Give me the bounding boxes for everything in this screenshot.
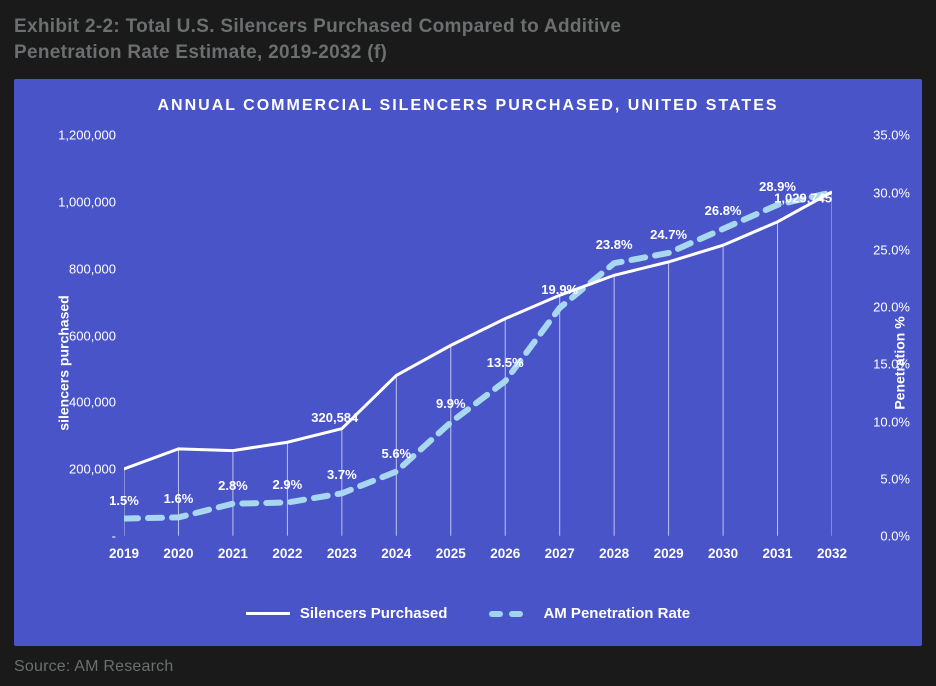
x-tick-label: 2021 <box>218 546 248 561</box>
y-right-ticks: 0.0%5.0%10.0%15.0%20.0%25.0%30.0%35.0% <box>830 135 910 536</box>
legend: Silencers Purchased AM Penetration Rate <box>14 605 922 622</box>
legend-label-dashed: AM Penetration Rate <box>543 605 690 622</box>
x-tick-label: 2020 <box>163 546 193 561</box>
y-left-tick-label: 200,000 <box>69 462 116 477</box>
data-label: 19.9% <box>541 282 578 297</box>
y-left-tick-label: 400,000 <box>69 395 116 410</box>
data-label: 1,029,745 <box>774 191 832 206</box>
x-tick-label: 2028 <box>599 546 629 561</box>
chart-area: ANNUAL COMMERCIAL SILENCERS PURCHASED, U… <box>14 79 922 646</box>
data-label: 320,584 <box>311 410 358 425</box>
data-label: 5.6% <box>381 446 411 461</box>
x-tick-label: 2026 <box>490 546 520 561</box>
exhibit-title-line2: Penetration Rate Estimate, 2019-2032 (f) <box>14 42 387 63</box>
x-tick-label: 2023 <box>327 546 357 561</box>
y-left-tick-label: 1,000,000 <box>58 195 116 210</box>
y-right-tick-label: 25.0% <box>873 242 910 257</box>
data-label: 26.8% <box>705 203 742 218</box>
data-label: 3.7% <box>327 467 357 482</box>
y-left-tick-label: 800,000 <box>69 261 116 276</box>
legend-item-penetration: AM Penetration Rate <box>489 605 690 622</box>
exhibit-title: Exhibit 2-2: Total U.S. Silencers Purcha… <box>14 14 922 65</box>
data-label: 24.7% <box>650 227 687 242</box>
y-right-tick-label: 30.0% <box>873 185 910 200</box>
y-right-tick-label: 5.0% <box>880 471 910 486</box>
legend-label-solid: Silencers Purchased <box>300 605 448 622</box>
x-tick-label: 2032 <box>817 546 847 561</box>
data-label: 1.5% <box>109 493 139 508</box>
y-right-tick-label: 35.0% <box>873 128 910 143</box>
x-ticks: 2019202020212022202320242025202620272028… <box>124 546 832 568</box>
x-tick-label: 2029 <box>654 546 684 561</box>
x-tick-label: 2025 <box>436 546 466 561</box>
x-tick-label: 2024 <box>381 546 411 561</box>
data-label: 23.8% <box>596 237 633 252</box>
y-left-ticks: -200,000400,000600,000800,0001,000,0001,… <box>36 135 116 536</box>
legend-swatch-solid <box>246 612 290 615</box>
data-label: 1.6% <box>164 491 194 506</box>
legend-item-silencers: Silencers Purchased <box>246 605 448 622</box>
exhibit-title-line1: Exhibit 2-2: Total U.S. Silencers Purcha… <box>14 16 621 37</box>
plot-region: 1.5%1.6%2.8%2.9%3.7%5.6%9.9%13.5%19.9%23… <box>124 135 832 536</box>
y-right-tick-label: 10.0% <box>873 414 910 429</box>
x-tick-label: 2030 <box>708 546 738 561</box>
data-label: 2.8% <box>218 478 248 493</box>
x-tick-label: 2019 <box>109 546 139 561</box>
y-right-tick-label: 15.0% <box>873 357 910 372</box>
chart-svg <box>124 135 832 536</box>
y-right-tick-label: 20.0% <box>873 300 910 315</box>
y-left-tick-label: - <box>112 529 116 544</box>
exhibit-container: Exhibit 2-2: Total U.S. Silencers Purcha… <box>0 0 936 686</box>
data-label: 13.5% <box>487 355 524 370</box>
data-label: 2.9% <box>273 477 303 492</box>
source-text: Source: AM Research <box>14 658 922 676</box>
y-left-tick-label: 600,000 <box>69 328 116 343</box>
y-right-tick-label: 0.0% <box>880 529 910 544</box>
x-tick-label: 2022 <box>272 546 302 561</box>
y-left-tick-label: 1,200,000 <box>58 128 116 143</box>
x-tick-label: 2027 <box>545 546 575 561</box>
data-label: 9.9% <box>436 396 466 411</box>
chart-title: ANNUAL COMMERCIAL SILENCERS PURCHASED, U… <box>14 97 922 115</box>
x-tick-label: 2031 <box>763 546 793 561</box>
